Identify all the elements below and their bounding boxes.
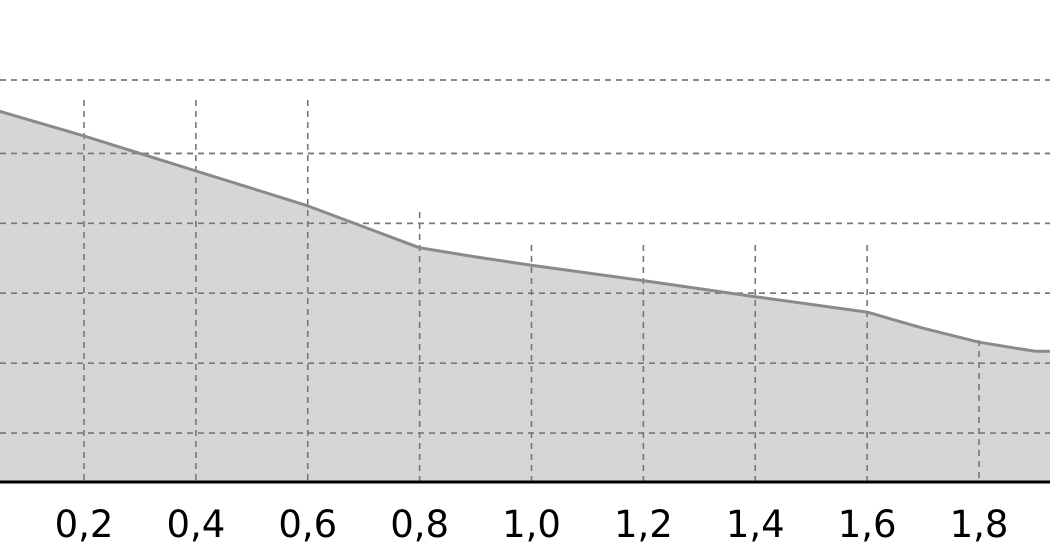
series-line bbox=[0, 109, 1050, 353]
x-tick-label: 1,2 bbox=[614, 503, 673, 546]
x-tick-label: 0,4 bbox=[166, 503, 225, 546]
x-tick-labels: 0,2 0,4 0,6 0,8 1,0 1,2 1,4 1,6 1,8 bbox=[55, 503, 1009, 546]
area-fill bbox=[0, 111, 1050, 482]
x-tick-label: 1,8 bbox=[950, 503, 1009, 546]
x-tick-label: 1,0 bbox=[502, 503, 561, 546]
area-series bbox=[0, 79, 1050, 482]
x-tick-label: 0,8 bbox=[390, 503, 449, 546]
x-tick-label: 0,6 bbox=[278, 503, 337, 546]
x-tick-label: 1,6 bbox=[838, 503, 897, 546]
x-tick-label: 1,4 bbox=[726, 503, 785, 546]
x-tick-label: 0,2 bbox=[55, 503, 114, 546]
